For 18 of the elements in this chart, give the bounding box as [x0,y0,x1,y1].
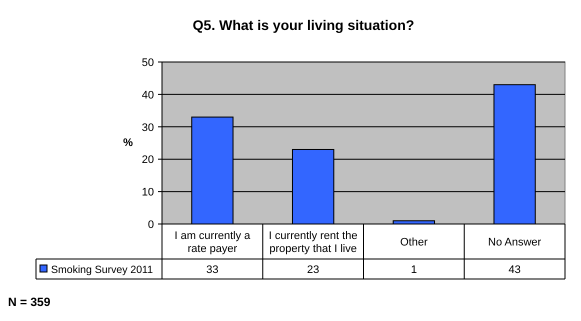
y-tick-label: 10 [142,186,154,199]
y-tick-label: 0 [148,219,154,231]
data-label: 43 [508,264,521,276]
y-tick-label: 50 [142,57,154,69]
x-tick-label: Other [400,236,428,248]
y-tick-label: 30 [142,122,154,134]
y-axis-title: % [123,137,134,149]
x-tick-label: I currently rent the property that I live [268,230,358,255]
legend-label: Smoking Survey 2011 [51,264,154,276]
data-label: 33 [206,264,218,276]
chart-title: Q5. What is your living situation? [192,17,414,33]
y-tick-label: 20 [142,154,154,166]
x-tick-label: I am currently a rate payer [174,230,252,255]
data-label: 1 [410,264,417,276]
data-label: 23 [307,264,320,276]
text: N = 359 [8,295,51,309]
y-tick-label: 40 [142,89,154,102]
x-tick-label: No Answer [488,236,542,248]
